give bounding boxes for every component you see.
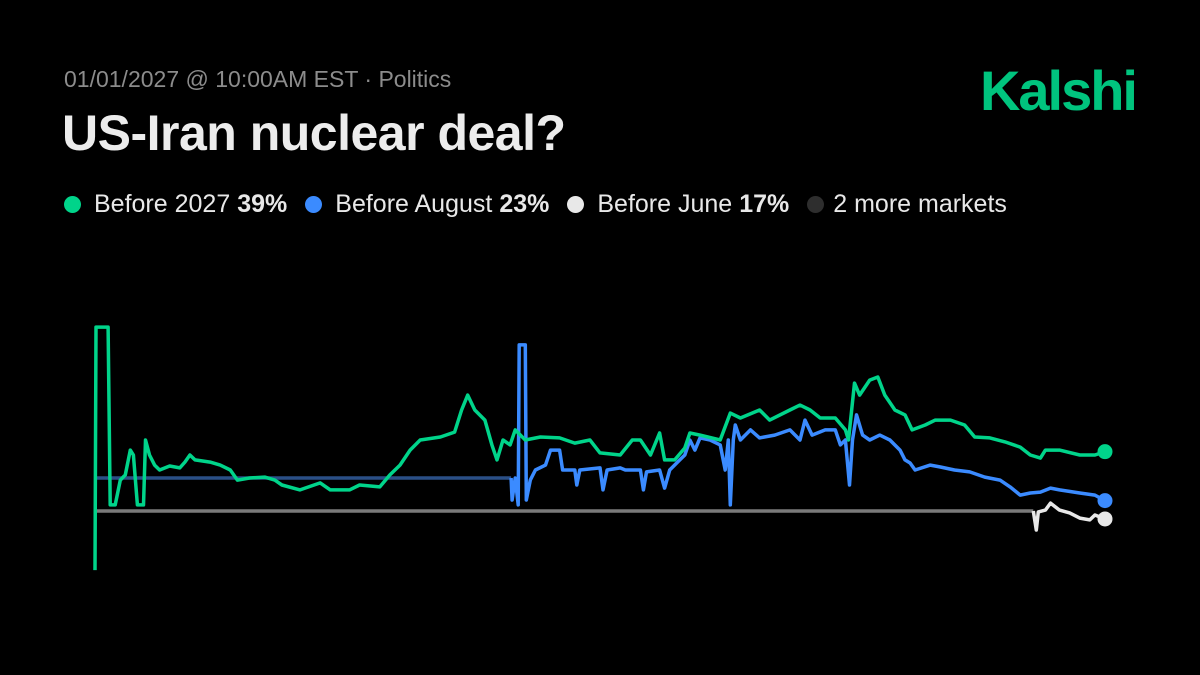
legend: Before 2027 39% Before August 23% Before J… [64,190,1025,219]
series-endpoint-before-2027 [1097,444,1113,460]
page-title: US-Iran nuclear deal? [62,105,566,161]
series-endpoint-before-august [1097,493,1113,509]
legend-label: 2 more markets [833,190,1007,218]
series-dot-icon [305,196,323,213]
series-line-before-june [1031,501,1106,532]
series-line-before-2027 [93,325,1106,571]
legend-label: Before August [335,190,493,218]
legend-item-before-2027: Before 2027 39% [64,190,287,219]
series-line-before-august [509,343,1106,507]
market-date-category: 01/01/2027 @ 10:00AM EST · Politics [64,66,452,92]
legend-item-before-august: Before August 23% [305,190,549,219]
series-endpoint-before-june [1097,511,1113,527]
legend-value: 17% [739,190,790,218]
legend-item-more-markets: 2 more markets [807,190,1007,219]
legend-label: Before 2027 [94,190,231,218]
series-dot-icon [807,196,825,213]
series-dot-icon [64,196,81,213]
legend-item-before-june: Before June 17% [567,190,789,219]
series-dot-icon [567,196,585,213]
kalshi-logo: Kalshi [979,59,1138,122]
legend-label: Before June [597,190,733,218]
legend-value: 39% [237,190,288,218]
legend-value: 23% [499,190,550,218]
